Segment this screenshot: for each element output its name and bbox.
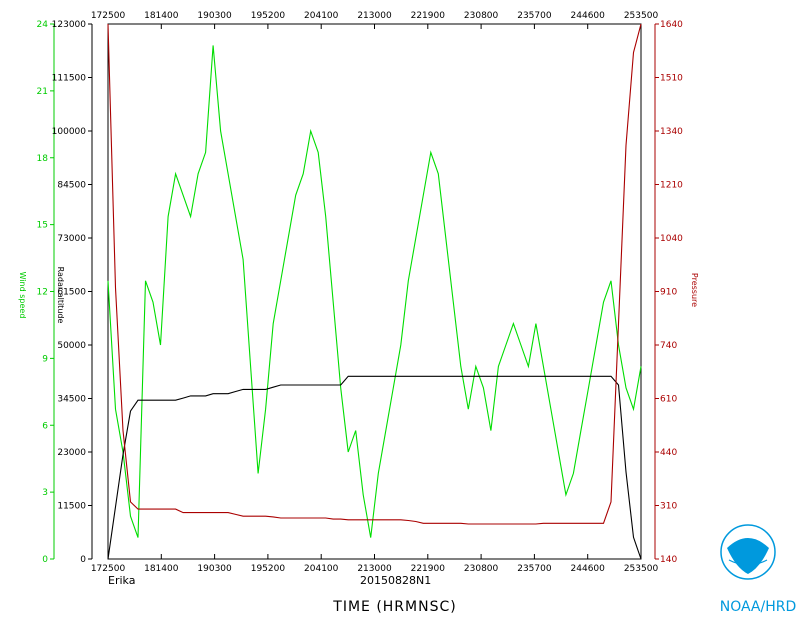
altitude-tick-label: 11500 (57, 502, 86, 512)
pressure-tick-label: 440 (660, 448, 677, 458)
wind-axis: 0 3 6 9 12 15 18 21 24 (37, 20, 55, 565)
pressure-tick-label: 310 (660, 502, 677, 512)
noaa-logo (720, 524, 776, 580)
altitude-tick-label: 23000 (57, 448, 86, 458)
top-x-tick-label: 195200 (251, 11, 286, 21)
top-x-tick-label: 235700 (517, 11, 552, 21)
top-x-tick-label: 221900 (411, 11, 446, 21)
alt-series-line (107, 375, 642, 560)
wind-tick-label: 12 (37, 288, 48, 298)
altitude-tick-label: 0 (80, 555, 86, 565)
altitude-tick-label: 100000 (52, 127, 87, 137)
top-x-tick-label: 181400 (144, 11, 179, 21)
top-x-tick-label: 204100 (304, 11, 339, 21)
wind-tick-label: 21 (37, 87, 48, 97)
wind-tick-label: 3 (42, 488, 48, 498)
storm-name: Erika (108, 574, 135, 587)
top-x-axis: 172500 181400 190300 195200 204100 213000 2219… (91, 11, 659, 29)
noaa-logo-ring (720, 524, 776, 580)
altitude-tick-label: 73000 (57, 234, 86, 244)
series-lines (107, 23, 642, 560)
bottom-x-axis: 172500 181400 190300 195200 204100 213000 2219… (91, 554, 659, 574)
pressure-axis-label: Pressure (690, 273, 699, 307)
pressure-tick-label: 910 (660, 288, 677, 298)
pressure-axis: 140 310 440 610 740 910 1040 1210 1340 1510 1640 (654, 20, 683, 565)
pressure-tick-label: 1340 (660, 127, 683, 137)
wind-tick-label: 6 (42, 421, 48, 431)
pressure-tick-label: 1640 (660, 20, 683, 30)
bottom-x-tick-label: 172500 (91, 564, 126, 574)
plot-border (107, 23, 642, 560)
altitude-axis: 0 11500 23000 34500 50000 61500 73000 84500 1000… (52, 20, 93, 565)
noaa-logo-bird (727, 538, 769, 574)
altitude-tick-label: 34500 (57, 395, 86, 405)
x-axis-title: TIME (HRMNSC) (332, 599, 456, 615)
bottom-x-tick-label: 213000 (357, 564, 392, 574)
bottom-x-tick-label: 244600 (571, 564, 606, 574)
storm-id: 20150828N1 (360, 574, 431, 587)
plot-frame (107, 23, 642, 560)
top-x-tick-label: 244600 (571, 11, 606, 21)
pressure-tick-label: 740 (660, 341, 677, 351)
top-x-tick-label: 213000 (357, 11, 392, 21)
top-x-tick-label: 230800 (464, 11, 499, 21)
wind-tick-label: 9 (42, 354, 48, 364)
pressure-tick-label: 1510 (660, 74, 683, 84)
pressure-series-line (107, 23, 642, 525)
pressure-tick-label: 1210 (660, 181, 683, 191)
pressure-tick-label: 140 (660, 555, 677, 565)
bottom-x-tick-label: 230800 (464, 564, 499, 574)
top-x-tick-label: 172500 (91, 11, 126, 21)
bottom-x-tick-label: 190300 (197, 564, 232, 574)
altitude-tick-label: 50000 (57, 341, 86, 351)
noaa-hrd-credit: NOAA/HRD (720, 599, 797, 615)
wind-series-line (107, 45, 642, 538)
bottom-x-tick-label: 221900 (411, 564, 446, 574)
bottom-x-tick-label: 204100 (304, 564, 339, 574)
altitude-axis-label: Radar altitude (56, 267, 65, 324)
pressure-tick-label: 610 (660, 395, 677, 405)
altitude-tick-label: 123000 (52, 20, 87, 30)
altitude-tick-label: 84500 (57, 181, 86, 191)
wind-tick-label: 15 (37, 221, 48, 231)
bottom-x-tick-label: 235700 (517, 564, 552, 574)
bottom-x-tick-label: 253500 (624, 564, 659, 574)
altitude-tick-label: 61500 (57, 288, 86, 298)
bottom-x-tick-label: 195200 (251, 564, 286, 574)
wind-axis-label: Wind speed (18, 272, 27, 319)
wind-tick-label: 0 (42, 555, 48, 565)
top-x-tick-label: 190300 (197, 11, 232, 21)
wind-tick-label: 18 (37, 154, 49, 164)
altitude-tick-label: 111500 (52, 74, 87, 84)
noaa-logo-wave (728, 559, 768, 566)
top-x-tick-label: 253500 (624, 11, 659, 21)
bottom-x-tick-label: 181400 (144, 564, 179, 574)
pressure-tick-label: 1040 (660, 234, 683, 244)
wind-tick-label: 24 (37, 20, 49, 30)
